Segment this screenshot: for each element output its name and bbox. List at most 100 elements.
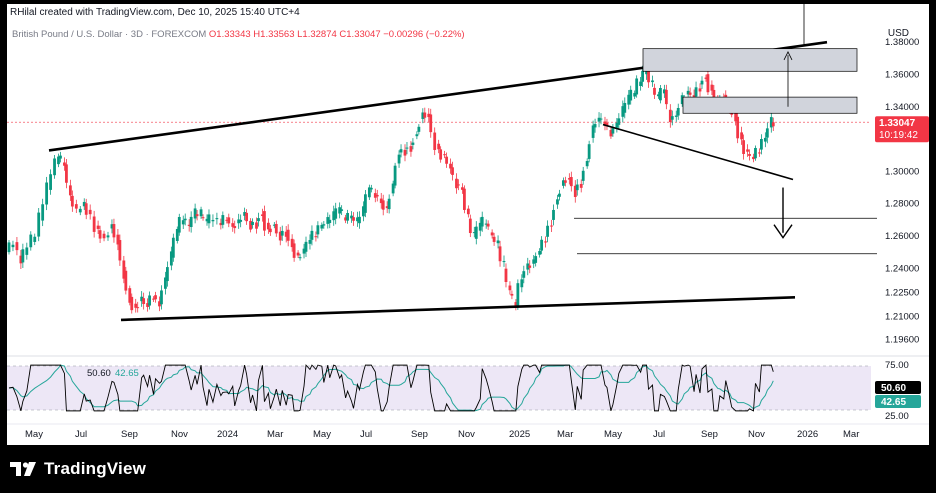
candle-body xyxy=(484,223,488,225)
candle-body xyxy=(466,208,470,215)
x-tick-label: Mar xyxy=(267,429,283,440)
symbol-name: British Pound / U.S. Dollar · 3D · FOREX… xyxy=(12,29,207,40)
legend-change: −0.00296 (−0.22%) xyxy=(383,29,465,40)
candle-body xyxy=(563,180,567,183)
candle-body xyxy=(369,187,373,190)
candle-body xyxy=(255,222,258,229)
candle-body xyxy=(769,117,773,128)
candle-body xyxy=(609,130,613,137)
candle-body xyxy=(403,149,407,156)
candle-body xyxy=(177,216,181,233)
candle-body xyxy=(639,81,643,87)
candle-body xyxy=(439,149,443,160)
x-tick-label: 2024 xyxy=(217,429,238,440)
candle-body xyxy=(635,78,639,95)
candle-body xyxy=(263,211,266,231)
price-axis-bg xyxy=(871,4,929,445)
x-tick-label: Nov xyxy=(748,429,765,440)
candle-body xyxy=(558,193,561,197)
watermark-caption: RHilal created with TradingView.com, Dec… xyxy=(10,7,300,18)
candle-body xyxy=(688,92,692,95)
chart-area[interactable]: 1.380001.360001.340001.320001.300001.280… xyxy=(7,4,929,445)
candle-body xyxy=(152,298,155,300)
candle-body xyxy=(37,212,41,237)
y-tick-label: 1.28000 xyxy=(885,199,919,210)
candle-body xyxy=(763,137,767,142)
price-chart-svg[interactable]: 1.380001.360001.340001.320001.300001.280… xyxy=(7,4,929,445)
candle-body xyxy=(771,122,775,127)
wedge-lower-trendline xyxy=(602,123,794,181)
candle-body xyxy=(199,209,203,217)
candle-body xyxy=(375,194,379,197)
candle-body xyxy=(423,112,427,118)
candle-body xyxy=(427,113,431,118)
x-tick-label: May xyxy=(313,429,331,440)
candle-body xyxy=(421,112,425,119)
candle-body xyxy=(118,240,122,261)
candle-body xyxy=(742,140,745,154)
y-tick-label: 1.19600 xyxy=(885,334,919,345)
candle-body xyxy=(415,134,419,137)
candle-body xyxy=(760,138,763,150)
candle-body xyxy=(417,126,421,132)
candle-body xyxy=(314,236,318,238)
candle-body xyxy=(516,283,520,307)
candle-body xyxy=(98,230,102,239)
candle-body xyxy=(387,198,391,210)
rsi-ma-line xyxy=(8,364,774,412)
last-price-badge xyxy=(875,116,929,143)
y-tick-label: 1.22500 xyxy=(885,287,919,298)
candle-body xyxy=(70,195,74,207)
candle-body xyxy=(498,246,502,262)
candle-body xyxy=(243,212,247,216)
candle-body xyxy=(765,128,769,138)
candle-body xyxy=(274,223,278,234)
candle-body xyxy=(239,219,243,222)
candle-body xyxy=(320,224,324,229)
candle-body xyxy=(468,218,472,234)
candle-body xyxy=(472,232,476,234)
candle-body xyxy=(587,144,591,159)
candle-body xyxy=(556,199,559,205)
candle-body xyxy=(92,216,96,232)
candle-body xyxy=(659,87,662,101)
candle-body xyxy=(399,149,403,153)
last-price-value: 1.33047 xyxy=(879,118,916,129)
y-tick-label: 1.38000 xyxy=(885,37,919,48)
candle-body xyxy=(334,208,338,219)
candle-body xyxy=(647,70,650,83)
candle-body xyxy=(45,182,49,205)
x-tick-label: May xyxy=(25,429,43,440)
candle-body xyxy=(617,118,621,125)
candle-body xyxy=(579,183,583,188)
rsi-line xyxy=(8,364,774,412)
candle-body xyxy=(11,244,15,248)
candle-body xyxy=(302,248,306,254)
candle-body xyxy=(171,237,175,258)
candle-body xyxy=(379,198,383,204)
candle-body xyxy=(411,142,415,145)
candle-body xyxy=(21,249,25,263)
candle-body xyxy=(429,114,433,133)
currency-label: USD xyxy=(887,28,909,39)
candle-body xyxy=(328,219,332,224)
candle-body xyxy=(286,229,290,241)
candle-body xyxy=(621,106,625,117)
candle-body xyxy=(540,239,544,251)
candle-body xyxy=(674,115,678,117)
candle-body xyxy=(746,149,749,152)
target-down-arrow-head xyxy=(773,224,793,239)
candle-body xyxy=(280,230,284,236)
candle-body xyxy=(29,234,33,248)
candle-body xyxy=(74,204,78,209)
tradingview-brand-name: TradingView xyxy=(44,459,147,478)
lower-resistance-zone xyxy=(682,96,858,114)
candle-body xyxy=(393,165,397,186)
candle-body xyxy=(211,219,215,222)
candle-body xyxy=(352,217,355,221)
candle-body xyxy=(740,132,743,140)
candle-body xyxy=(49,174,52,190)
rsi-ma-badge xyxy=(875,395,921,408)
candle-body xyxy=(68,185,72,196)
candle-body xyxy=(112,224,116,238)
